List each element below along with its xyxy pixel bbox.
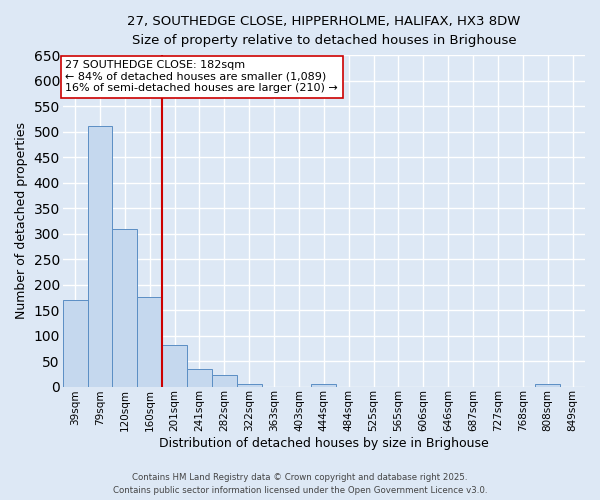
Bar [63, 300, 88, 386]
Bar [311, 384, 336, 386]
Text: 27 SOUTHEDGE CLOSE: 182sqm
← 84% of detached houses are smaller (1,089)
16% of s: 27 SOUTHEDGE CLOSE: 182sqm ← 84% of deta… [65, 60, 338, 94]
Bar [88, 126, 112, 386]
Bar [187, 368, 212, 386]
Y-axis label: Number of detached properties: Number of detached properties [15, 122, 28, 320]
Bar [212, 376, 237, 386]
Bar [237, 384, 262, 386]
X-axis label: Distribution of detached houses by size in Brighouse: Distribution of detached houses by size … [159, 437, 489, 450]
Bar [535, 384, 560, 386]
Bar [137, 298, 162, 386]
Text: Contains HM Land Registry data © Crown copyright and database right 2025.
Contai: Contains HM Land Registry data © Crown c… [113, 473, 487, 495]
Bar [162, 344, 187, 387]
Bar [112, 230, 137, 386]
Title: 27, SOUTHEDGE CLOSE, HIPPERHOLME, HALIFAX, HX3 8DW
Size of property relative to : 27, SOUTHEDGE CLOSE, HIPPERHOLME, HALIFA… [127, 15, 521, 47]
